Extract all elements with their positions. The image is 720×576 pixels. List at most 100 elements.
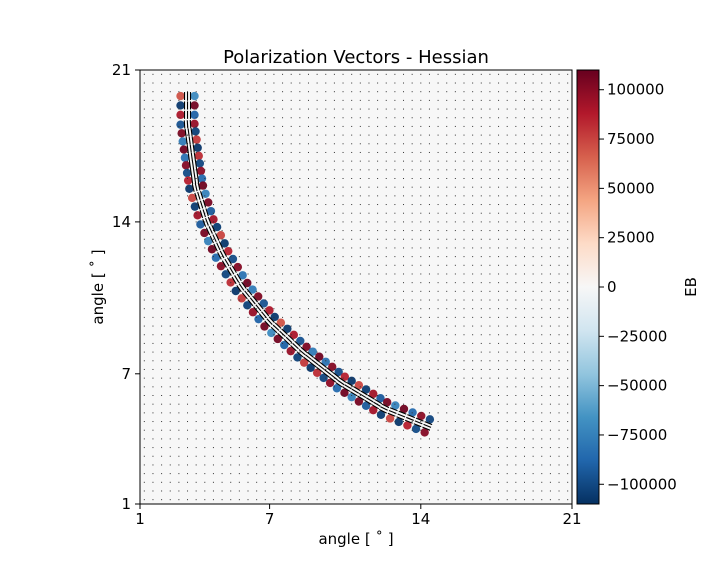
quiver-dot	[549, 421, 551, 423]
quiver-dot	[187, 351, 189, 353]
quiver-dot	[454, 455, 456, 457]
quiver-dot	[195, 481, 197, 483]
quiver-dot	[558, 290, 560, 292]
quiver-dot	[351, 377, 353, 379]
quiver-dot	[325, 91, 327, 93]
quiver-dot	[428, 334, 430, 336]
quiver-dot	[178, 143, 180, 145]
quiver-dot	[541, 334, 543, 336]
quiver-dot	[437, 377, 439, 379]
polarization-vector	[360, 390, 368, 396]
quiver-dot	[187, 447, 189, 449]
quiver-dot	[273, 290, 275, 292]
polarization-vector	[231, 265, 237, 273]
colorbar: 1000007500050000250000−25000−50000−75000…	[576, 69, 700, 505]
quiver-dot	[316, 238, 318, 240]
quiver-dot	[567, 481, 569, 483]
quiver-dot	[567, 99, 569, 101]
quiver-dot	[247, 273, 249, 275]
quiver-dot	[299, 82, 301, 84]
quiver-dot	[428, 316, 430, 318]
quiver-dot	[541, 360, 543, 362]
quiver-dot	[316, 325, 318, 327]
quiver-dot	[221, 473, 223, 475]
quiver-dot	[523, 464, 525, 466]
quiver-dot	[238, 438, 240, 440]
quiver-dot	[420, 247, 422, 249]
quiver-dot	[187, 204, 189, 206]
quiver-dot	[446, 169, 448, 171]
quiver-dot	[221, 178, 223, 179]
quiver-dot	[515, 290, 517, 292]
quiver-dot	[541, 490, 543, 492]
quiver-dot	[480, 412, 482, 414]
quiver-dot	[359, 151, 361, 153]
polarization-vector	[189, 168, 193, 177]
polarization-vector	[218, 241, 224, 249]
quiver-dot	[385, 438, 387, 440]
quiver-dot	[169, 429, 171, 431]
quiver-dot	[506, 316, 508, 318]
quiver-dot	[316, 290, 318, 292]
quiver-dot	[247, 386, 249, 388]
quiver-dot	[187, 429, 189, 431]
quiver-dot	[282, 108, 284, 110]
quiver-dot	[558, 455, 560, 457]
quiver-dot	[523, 342, 525, 344]
quiver-dot	[169, 377, 171, 379]
quiver-dot	[221, 108, 223, 110]
quiver-dot	[489, 325, 491, 327]
quiver-dot	[247, 195, 249, 197]
quiver-dot	[506, 256, 508, 258]
quiver-dot	[333, 395, 335, 396]
quiver-dot	[420, 108, 422, 110]
quiver-dot	[403, 438, 405, 440]
quiver-dot	[238, 73, 240, 75]
quiver-dot	[316, 143, 318, 145]
polarization-vector	[205, 227, 211, 236]
quiver-dot	[403, 143, 405, 145]
quiver-dot	[368, 290, 370, 292]
quiver-dot	[403, 178, 405, 179]
polarization-vector	[389, 407, 398, 412]
quiver-dot	[472, 273, 474, 275]
quiver-dot	[351, 447, 353, 449]
polarization-vector	[414, 420, 423, 425]
quiver-dot	[161, 143, 163, 145]
quiver-dot	[446, 108, 448, 110]
quiver-dot	[558, 99, 560, 101]
quiver-dot	[169, 212, 171, 214]
quiver-dot	[282, 299, 284, 301]
quiver-dot	[420, 342, 422, 344]
quiver-dot	[161, 499, 163, 501]
quiver-dot	[325, 204, 327, 206]
quiver-dot	[532, 125, 534, 127]
quiver-dot	[316, 334, 318, 336]
quiver-dot	[420, 143, 422, 145]
quiver-dot	[506, 273, 508, 275]
quiver-dot	[567, 273, 569, 275]
quiver-dot	[515, 334, 517, 336]
quiver-dot	[515, 204, 517, 206]
quiver-dot	[161, 99, 163, 101]
quiver-dot	[351, 395, 353, 396]
quiver-dot	[264, 395, 266, 396]
quiver-dot	[195, 429, 197, 431]
quiver-dot	[152, 342, 154, 344]
quiver-dot	[143, 169, 145, 171]
quiver-dot	[523, 377, 525, 379]
quiver-dot	[506, 169, 508, 171]
quiver-dot	[498, 395, 500, 396]
quiver-dot	[195, 299, 197, 301]
quiver-dot	[290, 377, 292, 379]
quiver-dot	[316, 429, 318, 431]
quiver-dot	[333, 282, 335, 284]
quiver-dot	[282, 377, 284, 379]
quiver-dot	[187, 195, 189, 197]
quiver-dot	[506, 143, 508, 145]
quiver-dot	[169, 395, 171, 396]
polarization-vector	[194, 192, 198, 201]
quiver-dot	[161, 455, 163, 457]
quiver-dot	[256, 256, 258, 258]
quiver-dot	[187, 473, 189, 475]
